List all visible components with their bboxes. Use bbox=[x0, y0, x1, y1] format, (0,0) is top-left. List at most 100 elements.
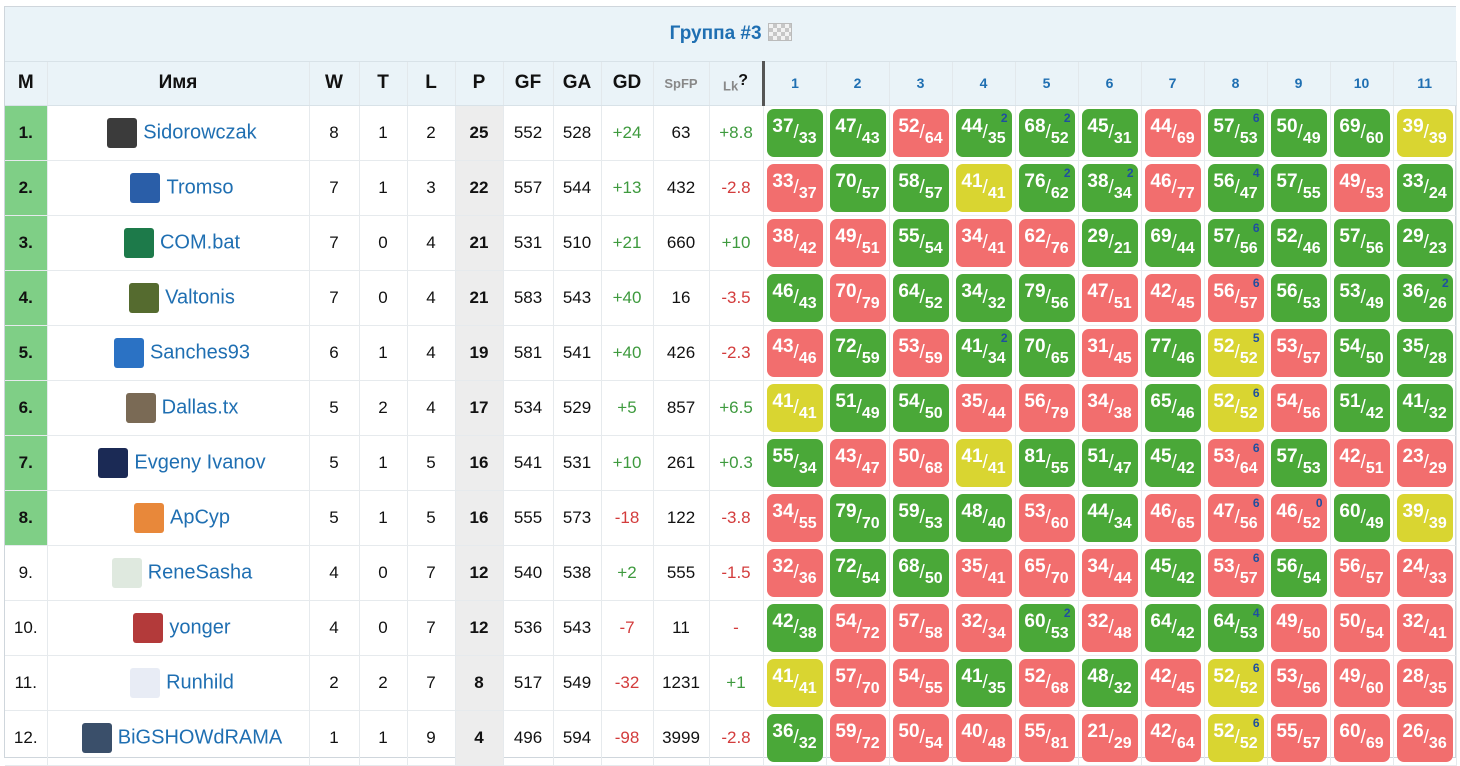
match-score[interactable]: 41/35 bbox=[955, 658, 1012, 707]
match-score[interactable]: 54/55 bbox=[892, 658, 949, 707]
match-score[interactable]: 56/79 bbox=[1018, 383, 1075, 432]
match-score[interactable]: 41/41 bbox=[955, 438, 1012, 487]
match-score[interactable]: 59/53 bbox=[892, 493, 949, 542]
match-score[interactable]: 32/36 bbox=[766, 548, 823, 597]
match-score[interactable]: 54/72 bbox=[829, 603, 886, 652]
match-score[interactable]: 42/38 bbox=[766, 603, 823, 652]
match-score[interactable]: 39/39 bbox=[1396, 108, 1453, 157]
match-score[interactable]: 43/47 bbox=[829, 438, 886, 487]
match-score[interactable]: 44/34 bbox=[1081, 493, 1138, 542]
match-score[interactable]: 34/38 bbox=[1081, 383, 1138, 432]
match-score[interactable]: 52/68 bbox=[1018, 658, 1075, 707]
match-score[interactable]: 64/52 bbox=[892, 273, 949, 322]
match-score[interactable]: 60/69 bbox=[1333, 713, 1390, 762]
match-score[interactable]: 50/68 bbox=[892, 438, 949, 487]
match-score[interactable]: 35/44 bbox=[955, 383, 1012, 432]
avatar[interactable] bbox=[130, 667, 161, 698]
match-score[interactable]: 32/34 bbox=[955, 603, 1012, 652]
match-score[interactable]: 52/52 6 bbox=[1207, 383, 1264, 432]
match-score[interactable]: 53/56 bbox=[1270, 658, 1327, 707]
match-score[interactable]: 64/53 4 bbox=[1207, 603, 1264, 652]
match-score[interactable]: 47/43 bbox=[829, 108, 886, 157]
match-score[interactable]: 64/42 bbox=[1144, 603, 1201, 652]
avatar[interactable] bbox=[81, 722, 112, 753]
player-name-link[interactable]: Valtonis bbox=[165, 286, 235, 308]
avatar[interactable] bbox=[98, 447, 129, 478]
player-name-link[interactable]: Tromso bbox=[166, 176, 234, 198]
match-score[interactable]: 34/55 bbox=[766, 493, 823, 542]
match-score[interactable]: 44/35 2 bbox=[955, 108, 1012, 157]
match-score[interactable]: 49/50 bbox=[1270, 603, 1327, 652]
match-score[interactable]: 41/41 bbox=[766, 658, 823, 707]
match-score[interactable]: 52/52 6 bbox=[1207, 658, 1264, 707]
match-score[interactable]: 53/57 6 bbox=[1207, 548, 1264, 597]
match-score[interactable]: 26/36 bbox=[1396, 713, 1453, 762]
match-score[interactable]: 36/26 2 bbox=[1396, 273, 1453, 322]
match-score[interactable]: 33/24 bbox=[1396, 163, 1453, 212]
match-score[interactable]: 53/60 bbox=[1018, 493, 1075, 542]
avatar[interactable] bbox=[129, 282, 160, 313]
match-score[interactable]: 57/53 bbox=[1270, 438, 1327, 487]
player-name-link[interactable]: Dallas.tx bbox=[161, 396, 239, 418]
match-score[interactable]: 37/33 bbox=[766, 108, 823, 157]
match-score[interactable]: 45/31 bbox=[1081, 108, 1138, 157]
match-score[interactable]: 53/64 6 bbox=[1207, 438, 1264, 487]
match-score[interactable]: 72/54 bbox=[829, 548, 886, 597]
match-score[interactable]: 48/32 bbox=[1081, 658, 1138, 707]
match-score[interactable]: 54/56 bbox=[1270, 383, 1327, 432]
match-score[interactable]: 43/46 bbox=[766, 328, 823, 377]
match-score[interactable]: 56/53 bbox=[1270, 273, 1327, 322]
match-score[interactable]: 32/48 bbox=[1081, 603, 1138, 652]
match-score[interactable]: 42/64 bbox=[1144, 713, 1201, 762]
match-score[interactable]: 51/49 bbox=[829, 383, 886, 432]
match-score[interactable]: 65/46 bbox=[1144, 383, 1201, 432]
match-score[interactable]: 48/40 bbox=[955, 493, 1012, 542]
match-score[interactable]: 53/59 bbox=[892, 328, 949, 377]
match-score[interactable]: 55/81 bbox=[1018, 713, 1075, 762]
match-score[interactable]: 42/51 bbox=[1333, 438, 1390, 487]
match-score[interactable]: 70/79 bbox=[829, 273, 886, 322]
avatar[interactable] bbox=[113, 337, 144, 368]
match-score[interactable]: 34/44 bbox=[1081, 548, 1138, 597]
match-score[interactable]: 41/41 bbox=[955, 163, 1012, 212]
match-score[interactable]: 76/62 2 bbox=[1018, 163, 1075, 212]
match-score[interactable]: 39/39 bbox=[1396, 493, 1453, 542]
match-score[interactable]: 77/46 bbox=[1144, 328, 1201, 377]
match-score[interactable]: 50/49 bbox=[1270, 108, 1327, 157]
match-score[interactable]: 62/76 bbox=[1018, 218, 1075, 267]
match-score[interactable]: 44/69 bbox=[1144, 108, 1201, 157]
player-name-link[interactable]: ApCyp bbox=[169, 506, 231, 528]
match-score[interactable]: 55/34 bbox=[766, 438, 823, 487]
match-score[interactable]: 51/47 bbox=[1081, 438, 1138, 487]
match-score[interactable]: 56/57 bbox=[1333, 548, 1390, 597]
player-name-link[interactable]: Runhild bbox=[166, 671, 234, 693]
match-score[interactable]: 54/50 bbox=[892, 383, 949, 432]
match-score[interactable]: 53/57 bbox=[1270, 328, 1327, 377]
match-score[interactable]: 72/59 bbox=[829, 328, 886, 377]
match-score[interactable]: 55/54 bbox=[892, 218, 949, 267]
match-score[interactable]: 57/56 6 bbox=[1207, 218, 1264, 267]
match-score[interactable]: 35/28 bbox=[1396, 328, 1453, 377]
match-score[interactable]: 47/51 bbox=[1081, 273, 1138, 322]
match-score[interactable]: 23/29 bbox=[1396, 438, 1453, 487]
match-score[interactable]: 81/55 bbox=[1018, 438, 1075, 487]
match-score[interactable]: 29/23 bbox=[1396, 218, 1453, 267]
match-score[interactable]: 52/46 bbox=[1270, 218, 1327, 267]
match-score[interactable]: 49/53 bbox=[1333, 163, 1390, 212]
match-score[interactable]: 38/42 bbox=[766, 218, 823, 267]
match-score[interactable]: 53/49 bbox=[1333, 273, 1390, 322]
match-score[interactable]: 79/70 bbox=[829, 493, 886, 542]
match-score[interactable]: 33/37 bbox=[766, 163, 823, 212]
avatar[interactable] bbox=[107, 117, 138, 148]
match-score[interactable]: 60/53 2 bbox=[1018, 603, 1075, 652]
match-score[interactable]: 57/70 bbox=[829, 658, 886, 707]
match-score[interactable]: 32/41 bbox=[1396, 603, 1453, 652]
match-score[interactable]: 46/52 0 bbox=[1270, 493, 1327, 542]
match-score[interactable]: 52/52 5 bbox=[1207, 328, 1264, 377]
player-name-link[interactable]: Sidorowczak bbox=[143, 121, 257, 143]
match-score[interactable]: 52/64 bbox=[892, 108, 949, 157]
match-score[interactable]: 56/47 4 bbox=[1207, 163, 1264, 212]
match-score[interactable]: 45/42 bbox=[1144, 548, 1201, 597]
match-score[interactable]: 79/56 bbox=[1018, 273, 1075, 322]
player-name-link[interactable]: ReneSasha bbox=[147, 561, 253, 583]
